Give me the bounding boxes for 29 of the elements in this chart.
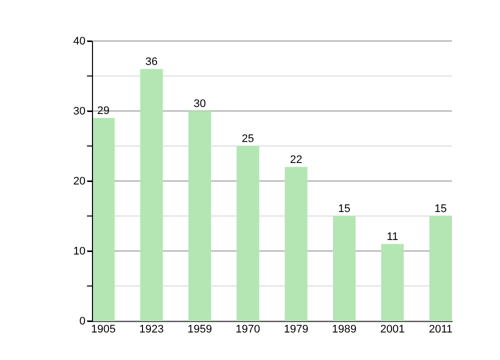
data-label: 36 xyxy=(145,56,158,68)
bar xyxy=(332,216,356,321)
y-tick-label: 30 xyxy=(73,106,86,118)
bar xyxy=(188,111,212,321)
data-label: 15 xyxy=(434,203,447,215)
x-tick-label: 1905 xyxy=(91,324,116,336)
data-label: 22 xyxy=(290,154,302,166)
data-label: 30 xyxy=(194,98,206,110)
y-tick-label: 0 xyxy=(79,316,86,328)
y-tick-label: 10 xyxy=(73,246,86,258)
y-tick-label: 20 xyxy=(73,176,86,188)
bar xyxy=(140,69,163,321)
x-tick-label: 1923 xyxy=(139,324,164,336)
bar xyxy=(284,167,308,321)
x-tick-label: 1959 xyxy=(187,324,212,336)
x-tick-label: 1979 xyxy=(284,324,308,336)
data-label: 29 xyxy=(97,105,110,117)
bar xyxy=(381,244,404,321)
data-label: 11 xyxy=(386,231,398,243)
data-label: 15 xyxy=(338,203,350,215)
bar xyxy=(236,146,260,321)
x-tick-label: 2011 xyxy=(428,324,453,336)
x-tick-label: 2001 xyxy=(380,324,405,336)
bar xyxy=(429,216,452,321)
x-tick-label: 1989 xyxy=(332,324,357,336)
data-label: 25 xyxy=(242,133,254,145)
x-tick-label: 1970 xyxy=(236,324,260,336)
y-tick-label: 40 xyxy=(73,36,86,48)
bar xyxy=(92,118,115,321)
